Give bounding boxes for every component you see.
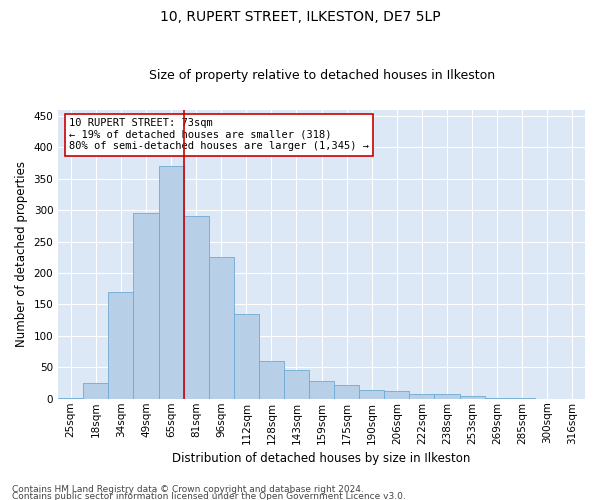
Bar [460,396,485,399]
Text: Contains HM Land Registry data © Crown copyright and database right 2024.: Contains HM Land Registry data © Crown c… [12,486,364,494]
X-axis label: Distribution of detached houses by size in Ilkeston: Distribution of detached houses by size … [172,452,471,465]
Bar [259,361,284,399]
Bar [359,390,385,399]
Bar [284,370,309,399]
Bar [309,381,334,399]
Bar [209,258,234,399]
Bar [109,292,133,399]
Bar [334,385,359,399]
Bar [184,216,209,399]
Bar [485,398,510,399]
Bar [510,398,535,399]
Y-axis label: Number of detached properties: Number of detached properties [15,161,28,347]
Bar [234,314,259,399]
Bar [434,394,460,399]
Text: 10, RUPERT STREET, ILKESTON, DE7 5LP: 10, RUPERT STREET, ILKESTON, DE7 5LP [160,10,440,24]
Title: Size of property relative to detached houses in Ilkeston: Size of property relative to detached ho… [149,69,494,82]
Text: 10 RUPERT STREET: 73sqm
← 19% of detached houses are smaller (318)
80% of semi-d: 10 RUPERT STREET: 73sqm ← 19% of detache… [69,118,369,152]
Bar [83,383,109,399]
Bar [158,166,184,399]
Bar [409,394,434,399]
Bar [58,398,83,399]
Text: Contains public sector information licensed under the Open Government Licence v3: Contains public sector information licen… [12,492,406,500]
Bar [133,214,158,399]
Bar [385,390,409,399]
